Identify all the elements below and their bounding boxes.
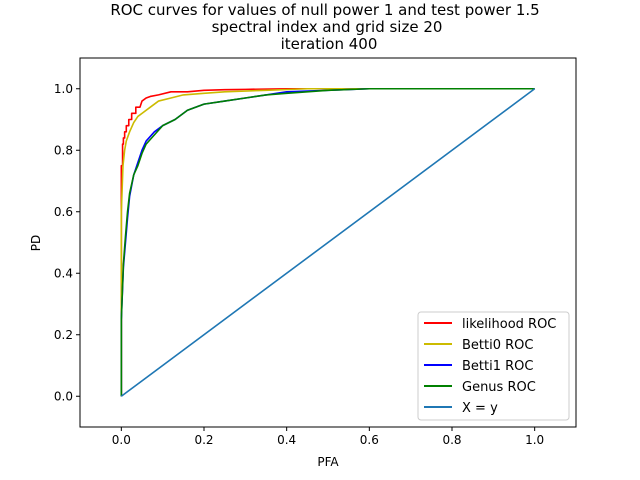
legend-label-betti1-roc: Betti1 ROC [462, 359, 533, 374]
y-tick-label: 0.0 [54, 389, 73, 403]
x-tick-label: 1.0 [525, 433, 544, 447]
x-tick-label: 0.2 [194, 433, 213, 447]
plot-area [120, 87, 536, 397]
legend-label-betti0-roc: Betti0 ROC [462, 338, 533, 353]
y-tick-label: 0.4 [54, 266, 73, 280]
chart-title-line-1: ROC curves for values of null power 1 an… [110, 1, 539, 19]
legend: likelihood ROC Betti0 ROC Betti1 ROC Genus … [417, 311, 570, 421]
series-line-x-y [120, 88, 536, 397]
series-line-likelihood-roc [120, 87, 535, 397]
chart-title-line-3: iteration 400 [281, 35, 378, 53]
chart-title: ROC curves for values of null power 1 an… [110, 1, 539, 53]
y-tick-label: 0.6 [54, 205, 73, 219]
legend-box [417, 311, 570, 421]
y-tick-label: 0.8 [54, 143, 73, 157]
series-line-betti0-roc [120, 87, 535, 397]
y-axis-label: PD [29, 235, 43, 251]
chart-title-line-2: spectral index and grid size 20 [212, 18, 443, 36]
x-tick-label: 0.0 [112, 433, 131, 447]
x-tick-label: 0.8 [442, 433, 461, 447]
x-tick-label: 0.4 [277, 433, 296, 447]
x-axis-ticks: 0.0 0.2 0.4 0.6 0.8 1.0 [112, 427, 544, 447]
x-axis-label: PFA [317, 455, 339, 469]
legend-label-x-y: X = y [462, 401, 498, 416]
legend-label-genus-roc: Genus ROC [462, 380, 536, 395]
x-tick-label: 0.6 [360, 433, 379, 447]
legend-label-likelihood-roc: likelihood ROC [462, 317, 556, 332]
axes-frame [79, 57, 577, 428]
y-axis-ticks: 0.0 0.2 0.4 0.6 0.8 1.0 [54, 82, 80, 403]
y-tick-label: 1.0 [54, 82, 73, 96]
series-line-genus-roc [120, 87, 535, 397]
y-tick-label: 0.2 [54, 328, 73, 342]
